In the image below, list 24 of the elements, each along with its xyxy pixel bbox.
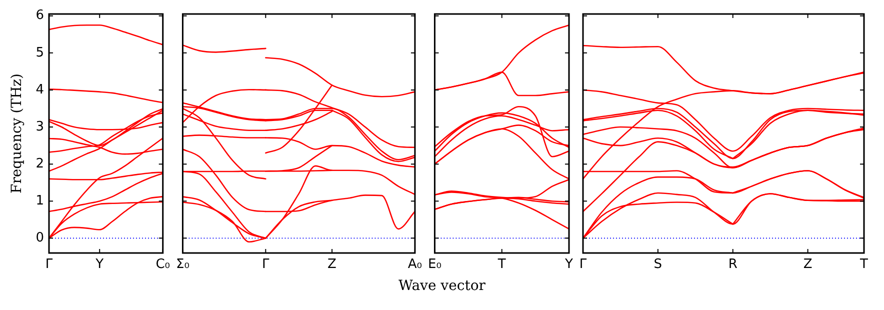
x-tick-label: Γ	[45, 257, 54, 272]
x-tick-label: Γ	[579, 257, 588, 272]
x-tick-label: Z	[803, 257, 812, 272]
x-tick-label: Γ	[262, 257, 270, 272]
y-tick-label: 1	[36, 194, 44, 208]
y-tick-label: 5	[36, 45, 44, 60]
x-tick-label: Z	[328, 257, 337, 272]
y-tick-label: 6	[36, 8, 44, 24]
x-tick-label: E₀	[428, 257, 442, 272]
x-axis-title: Wave vector	[398, 278, 486, 294]
y-tick-label: 3	[36, 119, 44, 134]
y-tick-label: 2	[36, 156, 44, 172]
y-tick-label: 0	[36, 230, 44, 246]
x-tick-label: S	[654, 257, 662, 272]
y-tick-label: 4	[36, 82, 44, 98]
x-tick-label: A₀	[408, 257, 422, 272]
y-axis-title: Frequency (THz)	[9, 73, 26, 194]
x-tick-label: Y	[94, 257, 104, 272]
x-tick-label: Y	[564, 257, 574, 272]
x-tick-label: R	[728, 257, 738, 272]
x-tick-label: C₀	[156, 257, 170, 272]
x-tick-label: Σ₀	[176, 257, 190, 272]
x-tick-label: T	[859, 257, 868, 272]
x-tick-label: T	[496, 257, 506, 272]
